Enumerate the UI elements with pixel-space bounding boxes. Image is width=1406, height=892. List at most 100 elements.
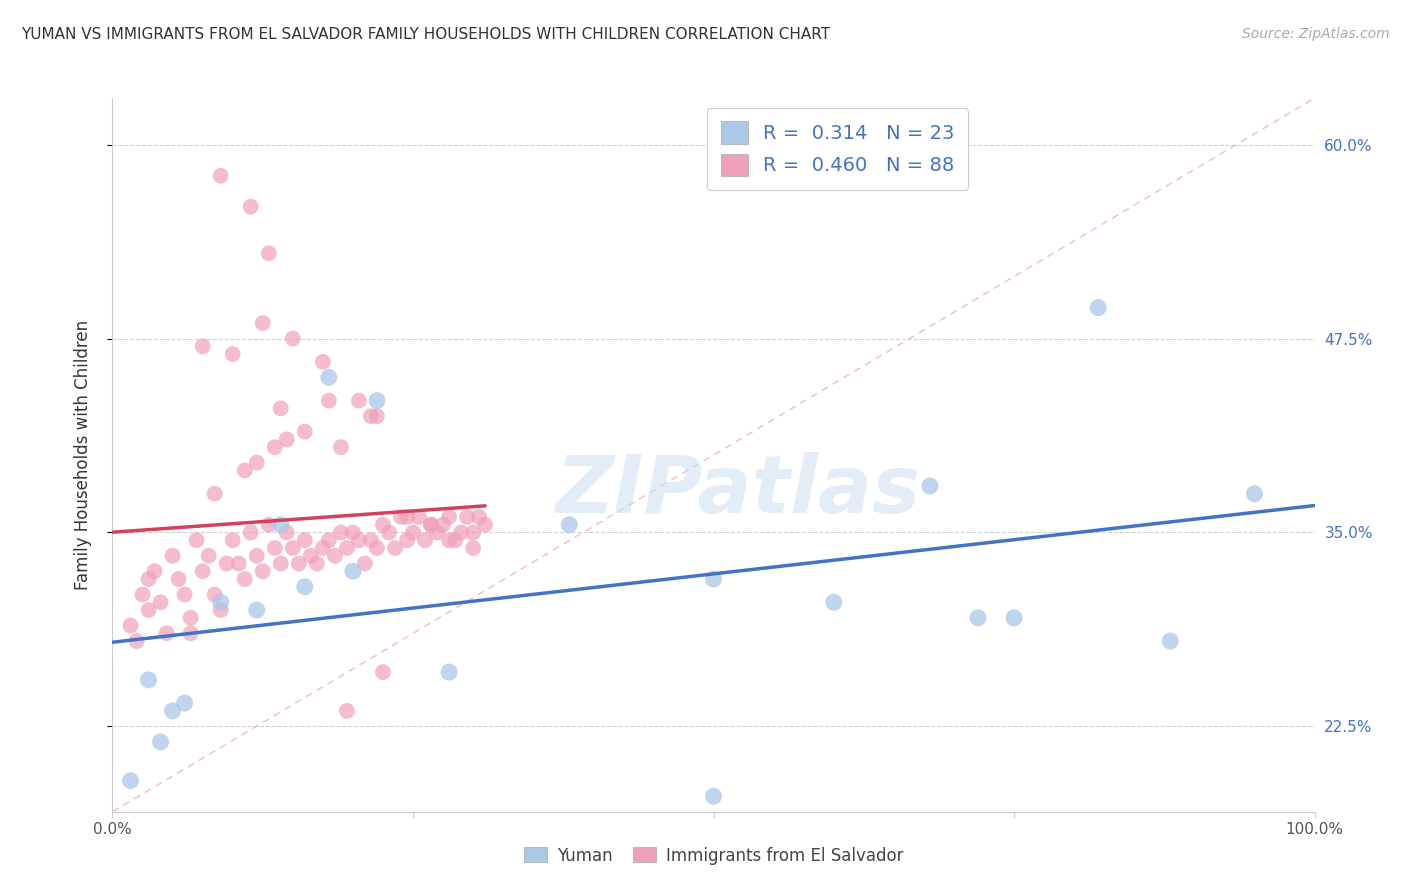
- Point: [1159, 634, 1181, 648]
- Point: [276, 525, 298, 540]
- Point: [270, 517, 292, 532]
- Point: [437, 510, 460, 524]
- Point: [461, 541, 484, 555]
- Point: [1002, 611, 1025, 625]
- Point: [318, 370, 340, 384]
- Point: [420, 517, 443, 532]
- Point: [162, 704, 184, 718]
- Point: [823, 595, 845, 609]
- Point: [281, 541, 304, 555]
- Point: [263, 440, 285, 454]
- Point: [288, 557, 311, 571]
- Point: [263, 541, 285, 555]
- Point: [270, 401, 292, 416]
- Point: [1087, 301, 1109, 315]
- Point: [246, 549, 269, 563]
- Point: [347, 533, 370, 548]
- Point: [336, 541, 359, 555]
- Point: [323, 549, 346, 563]
- Point: [371, 517, 394, 532]
- Point: [222, 347, 245, 361]
- Point: [257, 246, 280, 260]
- Point: [143, 564, 166, 578]
- Point: [239, 525, 262, 540]
- Point: [918, 479, 941, 493]
- Point: [354, 557, 377, 571]
- Point: [252, 316, 274, 330]
- Point: [360, 533, 382, 548]
- Point: [413, 533, 436, 548]
- Point: [180, 626, 202, 640]
- Point: [967, 611, 990, 625]
- Point: [444, 533, 467, 548]
- Point: [456, 510, 478, 524]
- Point: [432, 517, 454, 532]
- Point: [209, 595, 232, 609]
- Point: [347, 393, 370, 408]
- Point: [149, 735, 172, 749]
- Point: [173, 696, 195, 710]
- Point: [1243, 486, 1265, 500]
- Point: [294, 425, 316, 439]
- Point: [120, 773, 142, 788]
- Point: [371, 665, 394, 679]
- Text: Source: ZipAtlas.com: Source: ZipAtlas.com: [1241, 27, 1389, 41]
- Point: [312, 355, 335, 369]
- Point: [450, 525, 472, 540]
- Point: [222, 533, 245, 548]
- Point: [204, 588, 226, 602]
- Point: [294, 580, 316, 594]
- Point: [209, 603, 232, 617]
- Point: [294, 533, 316, 548]
- Point: [155, 626, 177, 640]
- Point: [246, 456, 269, 470]
- Point: [138, 603, 160, 617]
- Point: [408, 510, 430, 524]
- Point: [474, 517, 496, 532]
- Point: [209, 169, 232, 183]
- Point: [366, 409, 388, 424]
- Point: [233, 572, 256, 586]
- Point: [191, 564, 214, 578]
- Point: [173, 588, 195, 602]
- Point: [276, 433, 298, 447]
- Point: [167, 572, 190, 586]
- Point: [120, 618, 142, 632]
- Point: [437, 665, 460, 679]
- Point: [395, 533, 418, 548]
- Point: [702, 572, 725, 586]
- Point: [299, 549, 322, 563]
- Point: [305, 557, 328, 571]
- Point: [426, 525, 449, 540]
- Point: [329, 525, 352, 540]
- Point: [360, 409, 382, 424]
- Point: [312, 541, 335, 555]
- Point: [162, 549, 184, 563]
- Point: [191, 339, 214, 353]
- Point: [342, 564, 364, 578]
- Point: [149, 595, 172, 609]
- Legend: Yuman, Immigrants from El Salvador: Yuman, Immigrants from El Salvador: [517, 840, 910, 871]
- Point: [336, 704, 359, 718]
- Point: [468, 510, 491, 524]
- Y-axis label: Family Households with Children: Family Households with Children: [73, 320, 91, 590]
- Point: [281, 332, 304, 346]
- Point: [420, 517, 443, 532]
- Point: [318, 533, 340, 548]
- Point: [342, 525, 364, 540]
- Point: [186, 533, 208, 548]
- Point: [558, 517, 581, 532]
- Point: [270, 557, 292, 571]
- Point: [180, 611, 202, 625]
- Point: [239, 200, 262, 214]
- Point: [197, 549, 219, 563]
- Point: [228, 557, 250, 571]
- Point: [125, 634, 148, 648]
- Point: [329, 440, 352, 454]
- Point: [395, 510, 418, 524]
- Point: [402, 525, 425, 540]
- Point: [437, 533, 460, 548]
- Point: [138, 673, 160, 687]
- Point: [215, 557, 238, 571]
- Point: [252, 564, 274, 578]
